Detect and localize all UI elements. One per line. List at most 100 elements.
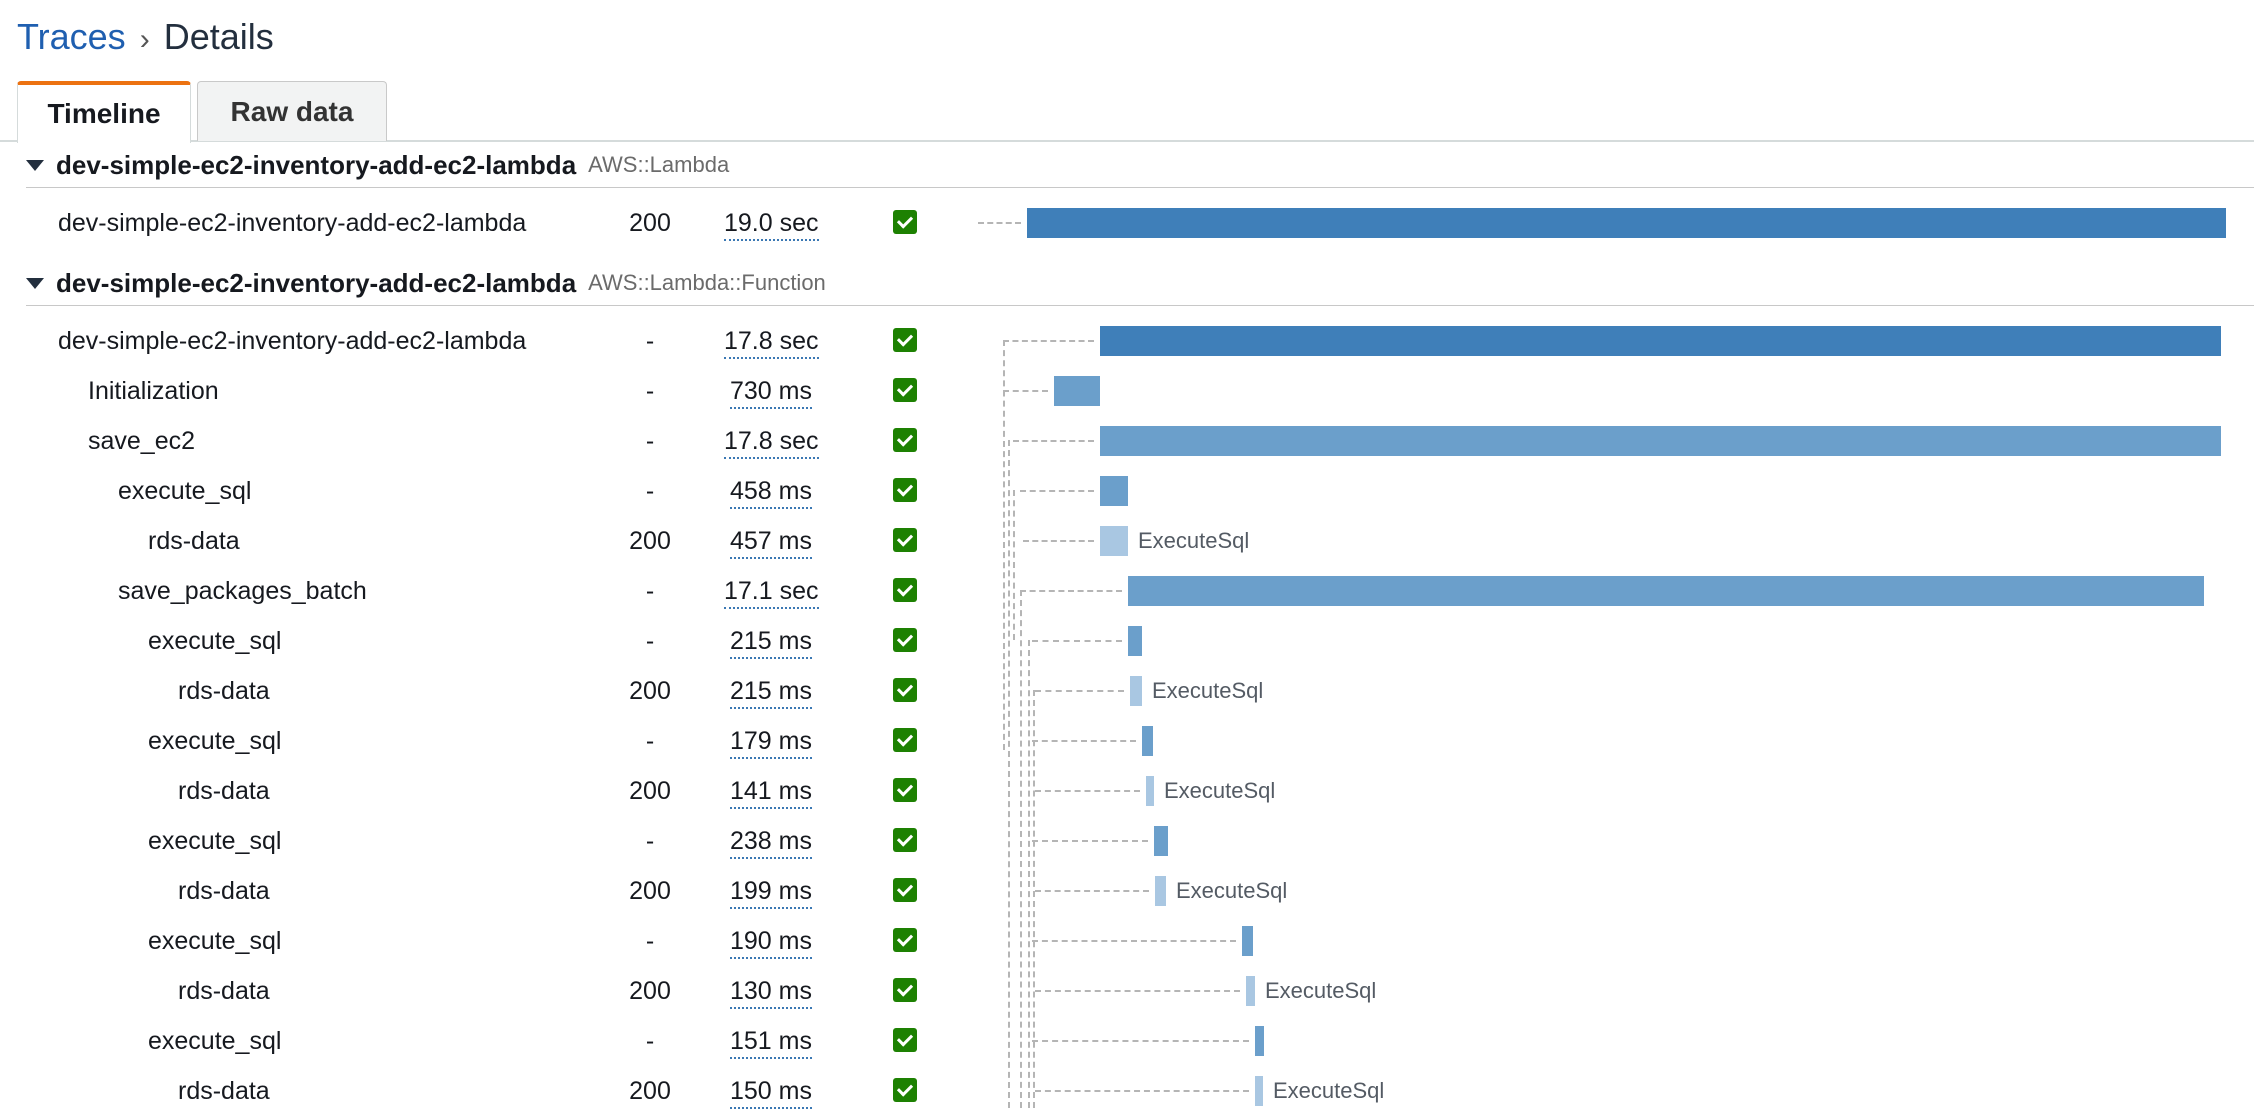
breadcrumb-traces-link[interactable]: Traces [17,16,126,57]
duration-link[interactable]: 730 ms [730,375,812,409]
status-ok-icon [893,578,917,602]
response-code: 200 [629,677,671,705]
timeline-bar[interactable] [1155,876,1166,906]
segment-name[interactable]: execute_sql [148,727,282,755]
response-code: - [645,327,655,355]
segment-name[interactable]: rds-data [178,977,270,1005]
timeline-connector [978,222,1021,224]
segment-name[interactable]: save_packages_batch [118,577,367,605]
response-code: - [645,627,655,655]
timeline-connector [1032,740,1136,742]
timeline-connector [1003,340,1094,342]
timeline-bar[interactable] [1242,926,1253,956]
timeline-connector [1035,990,1240,992]
timeline-bar[interactable] [1130,676,1142,706]
timeline-bar[interactable] [1054,376,1100,406]
segment-group-type: AWS::Lambda::Function [588,270,826,295]
duration-link[interactable]: 179 ms [730,725,812,759]
segment-group-header[interactable]: dev-simple-ec2-inventory-add-ec2-lambda … [26,263,826,303]
status-ok-icon [893,428,917,452]
timeline-tree-line [1028,640,1030,1108]
segment-name[interactable]: dev-simple-ec2-inventory-add-ec2-lambda [58,209,527,237]
segment-name[interactable]: rds-data [148,527,240,555]
duration-link[interactable]: 199 ms [730,875,812,909]
breadcrumb-separator-icon: › [139,23,150,56]
segment-name[interactable]: Initialization [88,377,219,405]
trace-row: rds-data 200 215 ms ExecuteSql [0,666,2254,716]
group-divider [26,187,2254,188]
trace-row: save_ec2 - 17.8 sec [0,416,2254,466]
timeline-bar[interactable] [1154,826,1168,856]
response-code: 200 [629,1077,671,1105]
response-code: - [645,427,655,455]
duration-link[interactable]: 17.1 sec [724,575,819,609]
segment-group-type: AWS::Lambda [588,152,730,177]
duration-link[interactable]: 215 ms [730,625,812,659]
duration-link[interactable]: 141 ms [730,775,812,809]
response-code: 200 [629,209,671,237]
duration-link[interactable]: 130 ms [730,975,812,1009]
segment-name[interactable]: rds-data [178,1077,270,1105]
timeline-bar[interactable] [1100,326,2221,356]
duration-link[interactable]: 457 ms [730,525,812,559]
status-ok-icon [893,928,917,952]
segment-name[interactable]: rds-data [178,677,270,705]
timeline-bar[interactable] [1128,576,2204,606]
timeline-bar[interactable] [1100,526,1128,556]
status-ok-icon [893,378,917,402]
segment-name[interactable]: execute_sql [148,1027,282,1055]
duration-link[interactable]: 17.8 sec [724,325,819,359]
duration-link[interactable]: 17.8 sec [724,425,819,459]
timeline-bar[interactable] [1255,1026,1264,1056]
timeline-tree-line [1013,490,1015,640]
status-ok-icon [893,478,917,502]
timeline-connector [1035,1090,1249,1092]
trace-row: rds-data 200 199 ms ExecuteSql [0,866,2254,916]
timeline-bar[interactable] [1100,476,1128,506]
timeline-bar-label: ExecuteSql [1138,528,1250,553]
tab-raw-data[interactable]: Raw data [197,81,387,141]
segment-name[interactable]: execute_sql [148,927,282,955]
duration-link[interactable]: 458 ms [730,475,812,509]
timeline-bar[interactable] [1100,426,2221,456]
trace-row: execute_sql - 215 ms [0,616,2254,666]
trace-row: dev-simple-ec2-inventory-add-ec2-lambda 2… [0,198,2254,248]
status-ok-icon [893,1028,917,1052]
timeline-bar[interactable] [1255,1076,1263,1106]
segment-name[interactable]: execute_sql [118,477,252,505]
timeline-bar[interactable] [1128,626,1142,656]
status-ok-icon [893,328,917,352]
segment-group-header[interactable]: dev-simple-ec2-inventory-add-ec2-lambda … [26,145,729,185]
segment-name[interactable]: rds-data [178,877,270,905]
status-ok-icon [893,628,917,652]
timeline-connector [1020,490,1094,492]
trace-row: execute_sql - 179 ms [0,716,2254,766]
segment-name[interactable]: rds-data [178,777,270,805]
status-ok-icon [893,778,917,802]
timeline-bar[interactable] [1027,208,2226,238]
timeline-bar[interactable] [1146,776,1154,806]
segment-name[interactable]: dev-simple-ec2-inventory-add-ec2-lambda [58,327,527,355]
duration-link[interactable]: 190 ms [730,925,812,959]
timeline-bar[interactable] [1142,726,1153,756]
timeline-bar[interactable] [1246,976,1255,1006]
duration-link[interactable]: 215 ms [730,675,812,709]
status-ok-icon [893,878,917,902]
trace-row: rds-data 200 457 ms ExecuteSql [0,516,2254,566]
duration-link[interactable]: 150 ms [730,1075,812,1109]
segment-name[interactable]: save_ec2 [88,427,196,455]
caret-down-icon [26,159,44,171]
timeline-connector [1032,840,1148,842]
breadcrumb: Traces › Details [17,10,274,67]
timeline-tree-line [1003,340,1005,750]
trace-row: execute_sql - 151 ms [0,1016,2254,1066]
segment-name[interactable]: execute_sql [148,627,282,655]
duration-link[interactable]: 151 ms [730,1025,812,1059]
response-code: - [645,577,655,605]
duration-link[interactable]: 19.0 sec [724,207,819,241]
duration-link[interactable]: 238 ms [730,825,812,859]
timeline-tree-line [1020,590,1022,1108]
segment-name[interactable]: execute_sql [148,827,282,855]
tab-timeline[interactable]: Timeline [17,81,191,143]
timeline-bar-label: ExecuteSql [1273,1078,1385,1103]
